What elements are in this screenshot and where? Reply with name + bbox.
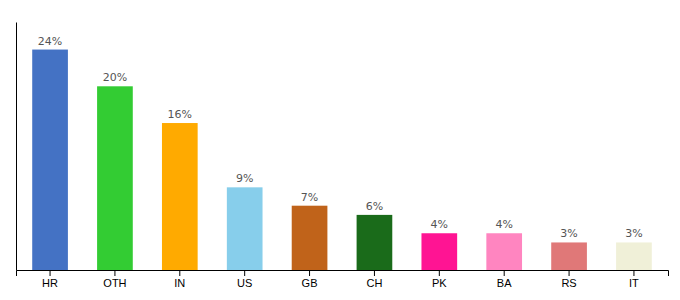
bar: [421, 233, 457, 270]
data-label: 4%: [495, 218, 512, 231]
x-tick: OTH: [103, 270, 126, 289]
data-label: 4%: [431, 218, 448, 231]
x-axis: HR OTH IN US GB CH PK BA RS IT: [17, 270, 669, 289]
data-label: 16%: [168, 108, 192, 121]
x-tick: CH: [366, 270, 382, 289]
bar: [32, 50, 68, 270]
data-label: 9%: [236, 172, 253, 185]
data-label: 20%: [103, 71, 127, 84]
x-tick-mark: [244, 270, 245, 276]
bar: [97, 86, 133, 270]
data-label: 3%: [625, 227, 642, 240]
data-labels: 24% 20% 16% 9% 7% 6% 4% 4% 3% 3%: [38, 35, 643, 241]
bar: [616, 242, 652, 270]
bar: [551, 242, 587, 270]
bar: [162, 123, 198, 270]
x-tick: IN: [174, 270, 185, 289]
x-tick: HR: [42, 270, 58, 289]
x-tick-mark: [504, 270, 505, 276]
x-tick-label: OTH: [103, 277, 126, 289]
x-tick-label: IT: [629, 277, 639, 289]
data-label: 7%: [301, 191, 318, 204]
x-tick-label: GB: [302, 277, 318, 289]
x-tick-mark: [50, 270, 51, 276]
x-tick-label: IN: [174, 277, 185, 289]
bar: [486, 233, 522, 270]
x-tick-label: BA: [497, 277, 512, 289]
x-tick-mark: [569, 270, 570, 276]
x-tick: RS: [561, 270, 576, 289]
x-tick: IT: [629, 270, 639, 289]
bar: [292, 206, 328, 270]
x-tick-mark: [114, 270, 115, 276]
data-label: 6%: [366, 200, 383, 213]
x-tick-mark: [439, 270, 440, 276]
bar: [227, 187, 263, 270]
x-tick: GB: [302, 270, 318, 289]
bars: [32, 50, 652, 270]
y-axis: [16, 23, 17, 271]
data-label: 3%: [560, 227, 577, 240]
x-axis-line: [17, 271, 669, 277]
data-label: 24%: [38, 35, 62, 48]
x-tick-label: RS: [561, 277, 576, 289]
chart: 24% 20% 16% 9% 7% 6% 4% 4% 3% 3% HR OTH IN US GB CH PK BA…: [0, 0, 680, 300]
x-tick-label: CH: [366, 277, 382, 289]
x-tick-label: HR: [42, 277, 58, 289]
x-tick: BA: [497, 270, 512, 289]
y-axis-line: [16, 23, 17, 271]
x-tick-label: PK: [432, 277, 447, 289]
x-tick-label: US: [237, 277, 252, 289]
x-tick-mark: [309, 270, 310, 276]
x-tick-mark: [633, 270, 634, 276]
bar: [357, 215, 393, 270]
plot: 24% 20% 16% 9% 7% 6% 4% 4% 3% 3% HR OTH IN US GB CH PK BA…: [17, 23, 669, 289]
x-tick-mark: [374, 270, 375, 276]
x-tick: PK: [432, 270, 447, 289]
x-tick: US: [237, 270, 252, 289]
x-tick-mark: [179, 270, 180, 276]
